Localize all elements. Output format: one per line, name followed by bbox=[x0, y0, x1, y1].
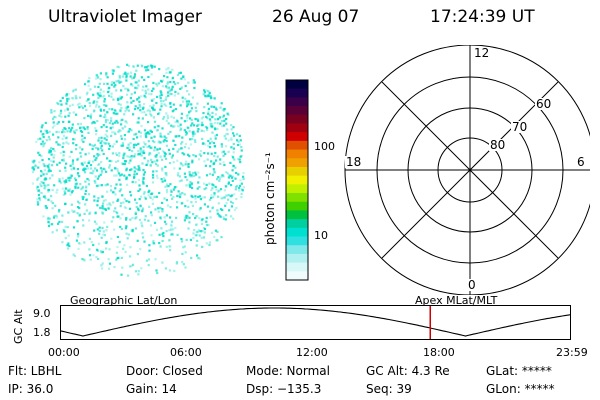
colorbar-band bbox=[286, 123, 308, 133]
colorbar-band bbox=[286, 80, 308, 90]
timeline-x-tick-0000: 00:00 bbox=[48, 346, 80, 359]
colorbar-band bbox=[286, 114, 308, 125]
glon-status: GLon: ***** bbox=[486, 382, 555, 396]
colorbar-band bbox=[286, 262, 308, 272]
lat-label-60: 60 bbox=[536, 97, 551, 111]
door-status: Door: Closed bbox=[126, 364, 203, 378]
colorbar-band bbox=[286, 140, 308, 151]
altitude-curve bbox=[60, 307, 571, 337]
colorbar-band bbox=[286, 227, 308, 238]
colorbar-band bbox=[286, 193, 308, 203]
colorbar bbox=[285, 79, 309, 281]
filter-status: Flt: LBHL bbox=[8, 364, 62, 378]
altitude-timeline bbox=[60, 305, 571, 340]
observation-date: 26 Aug 07 bbox=[272, 7, 360, 27]
timeline-x-tick-0600: 06:00 bbox=[170, 346, 202, 359]
colorbar-band bbox=[286, 88, 308, 98]
colorbar-band bbox=[286, 184, 308, 194]
observation-time: 17:24:39 UT bbox=[430, 7, 535, 27]
timeline-x-tick-2359: 23:59 bbox=[556, 346, 588, 359]
colorbar-band bbox=[286, 201, 308, 212]
mlt-label-6: 6 bbox=[577, 155, 585, 169]
lat-label-70: 70 bbox=[512, 120, 527, 134]
colorbar-frame bbox=[285, 79, 309, 281]
colorbar-band bbox=[286, 97, 308, 107]
timeline-y-tick-min: 1.8 bbox=[33, 326, 51, 339]
colorbar-band bbox=[286, 253, 308, 264]
colorbar-band bbox=[286, 166, 308, 177]
instrument-title: Ultraviolet Imager bbox=[48, 7, 202, 27]
colorbar-band bbox=[286, 271, 308, 281]
polar-diagonal-2 bbox=[381, 81, 559, 259]
colorbar-band bbox=[286, 236, 308, 246]
geographic-coords-label: Geographic Lat/Lon bbox=[70, 294, 178, 307]
seq-status: Seq: 39 bbox=[366, 382, 412, 396]
polar-grid: 12 18 6 0 80 70 60 bbox=[344, 45, 590, 295]
mlt-label-18: 18 bbox=[346, 155, 361, 169]
mode-status: Mode: Normal bbox=[246, 364, 330, 378]
timeline-x-tick-1800: 18:00 bbox=[423, 346, 455, 359]
timeline-frame bbox=[60, 305, 571, 340]
colorbar-band bbox=[286, 132, 308, 142]
lat-label-80: 80 bbox=[490, 138, 505, 152]
gc-alt-status: GC Alt: 4.3 Re bbox=[366, 364, 450, 378]
colorbar-band bbox=[286, 245, 308, 255]
colorbar-band bbox=[286, 158, 308, 168]
emission-speckle bbox=[31, 63, 246, 277]
dsp-status: Dsp: −135.3 bbox=[246, 382, 322, 396]
colorbar-band bbox=[286, 210, 308, 220]
colorbar-band bbox=[286, 175, 308, 185]
timeline-x-tick-1200: 12:00 bbox=[296, 346, 328, 359]
apex-coords-label: Apex MLat/MLT bbox=[415, 294, 498, 307]
colorbar-band bbox=[286, 219, 308, 229]
timeline-y-tick-max: 9.0 bbox=[33, 307, 51, 320]
colorbar-tick-100: 100 bbox=[314, 140, 335, 153]
gain-status: Gain: 14 bbox=[126, 382, 177, 396]
glat-status: GLat: ***** bbox=[486, 364, 552, 378]
colorbar-unit-label: photon cm⁻²s⁻¹ bbox=[263, 152, 277, 245]
colorbar-band bbox=[286, 106, 308, 116]
colorbar-band bbox=[286, 149, 308, 159]
colorbar-tick-10: 10 bbox=[314, 229, 328, 242]
uv-image-disk bbox=[31, 63, 246, 277]
mlt-label-0: 0 bbox=[468, 278, 476, 292]
ip-status: IP: 36.0 bbox=[8, 382, 54, 396]
mlt-label-12: 12 bbox=[474, 46, 489, 60]
timeline-y-axis-label: GC Alt bbox=[12, 309, 25, 344]
